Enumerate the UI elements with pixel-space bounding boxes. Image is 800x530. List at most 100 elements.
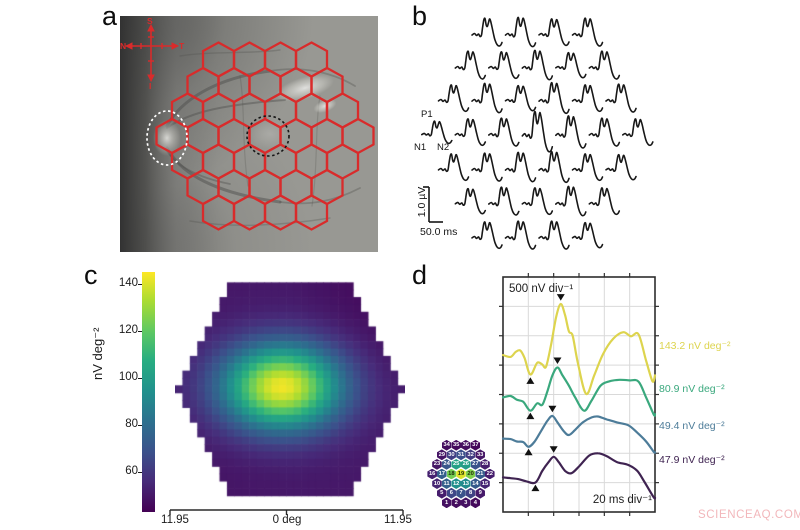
mferg-trace <box>538 150 570 184</box>
panel-letter-c: c <box>84 260 98 290</box>
mferg-trace <box>471 82 503 114</box>
response-density-heatmap <box>175 275 405 503</box>
mferg-trace <box>605 83 637 113</box>
mferg-trace <box>454 118 487 147</box>
mferg-trace <box>421 120 453 145</box>
panel-letter-a: a <box>102 1 118 31</box>
n1-marker <box>526 377 535 384</box>
mferg-trace <box>504 16 537 48</box>
p1-marker <box>549 446 558 453</box>
inset-hex-cell: 24 <box>441 459 452 470</box>
fovea-dashed-circle <box>246 115 290 157</box>
ring-response-trace <box>501 366 657 417</box>
series-density-label: 80.9 nV deg⁻² <box>659 383 725 395</box>
mferg-trace <box>521 110 554 153</box>
p1-marker <box>553 357 562 365</box>
mferg-trace <box>571 221 604 249</box>
series-density-label: 47.9 nV deg⁻² <box>659 454 725 466</box>
heatmap-x-axis <box>169 509 404 515</box>
fundus-image-panel: S I N T <box>120 16 378 252</box>
inset-hex-cell: 28 <box>480 459 490 470</box>
horizontal-scale-label: 50.0 ms <box>420 226 458 238</box>
inset-hex-cell: 3 <box>461 497 471 509</box>
compass-label-nasal: N <box>120 41 126 51</box>
vertical-scale-label: 1.0 µV <box>416 186 428 218</box>
inset-hex-cell: 1 <box>441 497 452 509</box>
mferg-trace <box>538 18 570 47</box>
colorbar-tick-label: 100 <box>118 370 138 383</box>
mferg-trace <box>454 187 487 215</box>
compass-label-inferior: I <box>149 81 151 91</box>
p1-marker <box>548 405 557 413</box>
inset-hex-cell: 10 <box>432 478 442 489</box>
series-density-label: 143.2 nV deg⁻² <box>659 340 731 352</box>
watermark: SCIENCEAQ.COM <box>698 509 800 521</box>
mferg-trace <box>571 84 604 113</box>
mferg-trace <box>538 220 570 250</box>
inset-hex-cell: 30 <box>446 449 457 461</box>
inset-hex-cell: 21 <box>475 468 485 480</box>
mferg-trace <box>588 50 621 80</box>
colorbar-tick-label: 80 <box>125 417 138 430</box>
mferg-trace <box>521 187 554 216</box>
inset-hex-cell: 7 <box>456 487 466 499</box>
inset-hex-cell: 37 <box>470 439 481 451</box>
mferg-trace <box>437 153 470 182</box>
mferg-trace <box>622 118 654 147</box>
n1-marker <box>531 484 540 492</box>
trace-array <box>421 16 654 250</box>
scale-bar <box>423 186 443 223</box>
inset-hex-cell: 23 <box>432 459 442 470</box>
inset-hex-cell: 22 <box>485 468 495 480</box>
ring-response-trace <box>501 414 657 454</box>
inset-hex-cell: 29 <box>437 449 447 461</box>
inset-hex-cell: 17 <box>437 468 447 480</box>
trace-array-panel: P1 N1 N2 1.0 µV 50.0 ms <box>413 6 675 260</box>
compass-label-superior: S <box>147 16 153 26</box>
mferg-trace <box>605 153 637 181</box>
inset-hex-cell: 4 <box>470 497 481 509</box>
panel-letter-b: b <box>412 1 428 31</box>
mferg-trace <box>588 187 621 216</box>
inset-hex-cell: 16 <box>427 468 437 480</box>
mferg-trace <box>588 117 621 147</box>
inset-hex-cell: 5 <box>437 487 447 499</box>
time-scale-label: 20 ms div⁻¹ <box>592 494 652 506</box>
mferg-trace <box>571 17 604 47</box>
amplitude-scale-label: 500 nV div⁻¹ <box>509 283 574 295</box>
inset-hex-cell: 33 <box>475 449 485 461</box>
compass-label-temporal: T <box>179 41 185 51</box>
mferg-trace <box>504 151 537 183</box>
mferg-trace <box>504 84 537 112</box>
mferg-trace <box>555 185 587 217</box>
ring-response-trace <box>501 302 657 396</box>
mferg-trace <box>488 51 520 80</box>
mferg-trace <box>555 51 587 79</box>
colorbar-tick-label: 60 <box>125 465 138 477</box>
p1-marker <box>556 294 565 301</box>
colorbar <box>142 272 155 512</box>
x-tick-left: 11.95 <box>161 514 189 526</box>
colorbar-tick-label: 140 <box>118 276 138 289</box>
inset-hex-cell: 31 <box>456 449 466 461</box>
p1-label: P1 <box>421 109 433 120</box>
fundus-image: S I N T <box>120 16 378 252</box>
mferg-trace <box>471 152 503 182</box>
inset-hex-cell: 25 <box>451 459 461 470</box>
inset-hex-cell: 18 <box>446 468 457 480</box>
inset-hex-cell: 26 <box>461 459 471 470</box>
inset-hex-cell: 36 <box>461 439 471 451</box>
inset-hex-cell: 27 <box>470 459 481 470</box>
inset-hex-cell: 8 <box>465 487 476 499</box>
inset-hex-cell: 14 <box>470 478 481 489</box>
optic-disc-dashed-ellipse <box>146 110 188 166</box>
mferg-trace <box>488 117 520 147</box>
inset-hex-cell: 2 <box>451 497 461 509</box>
panel-letter-d: d <box>412 260 428 290</box>
inset-hex-cell: 35 <box>451 439 461 451</box>
mferg-trace <box>471 17 503 47</box>
bright-streak <box>276 74 334 102</box>
x-tick-center: 0 deg <box>272 514 302 526</box>
mferg-trace <box>488 186 520 216</box>
